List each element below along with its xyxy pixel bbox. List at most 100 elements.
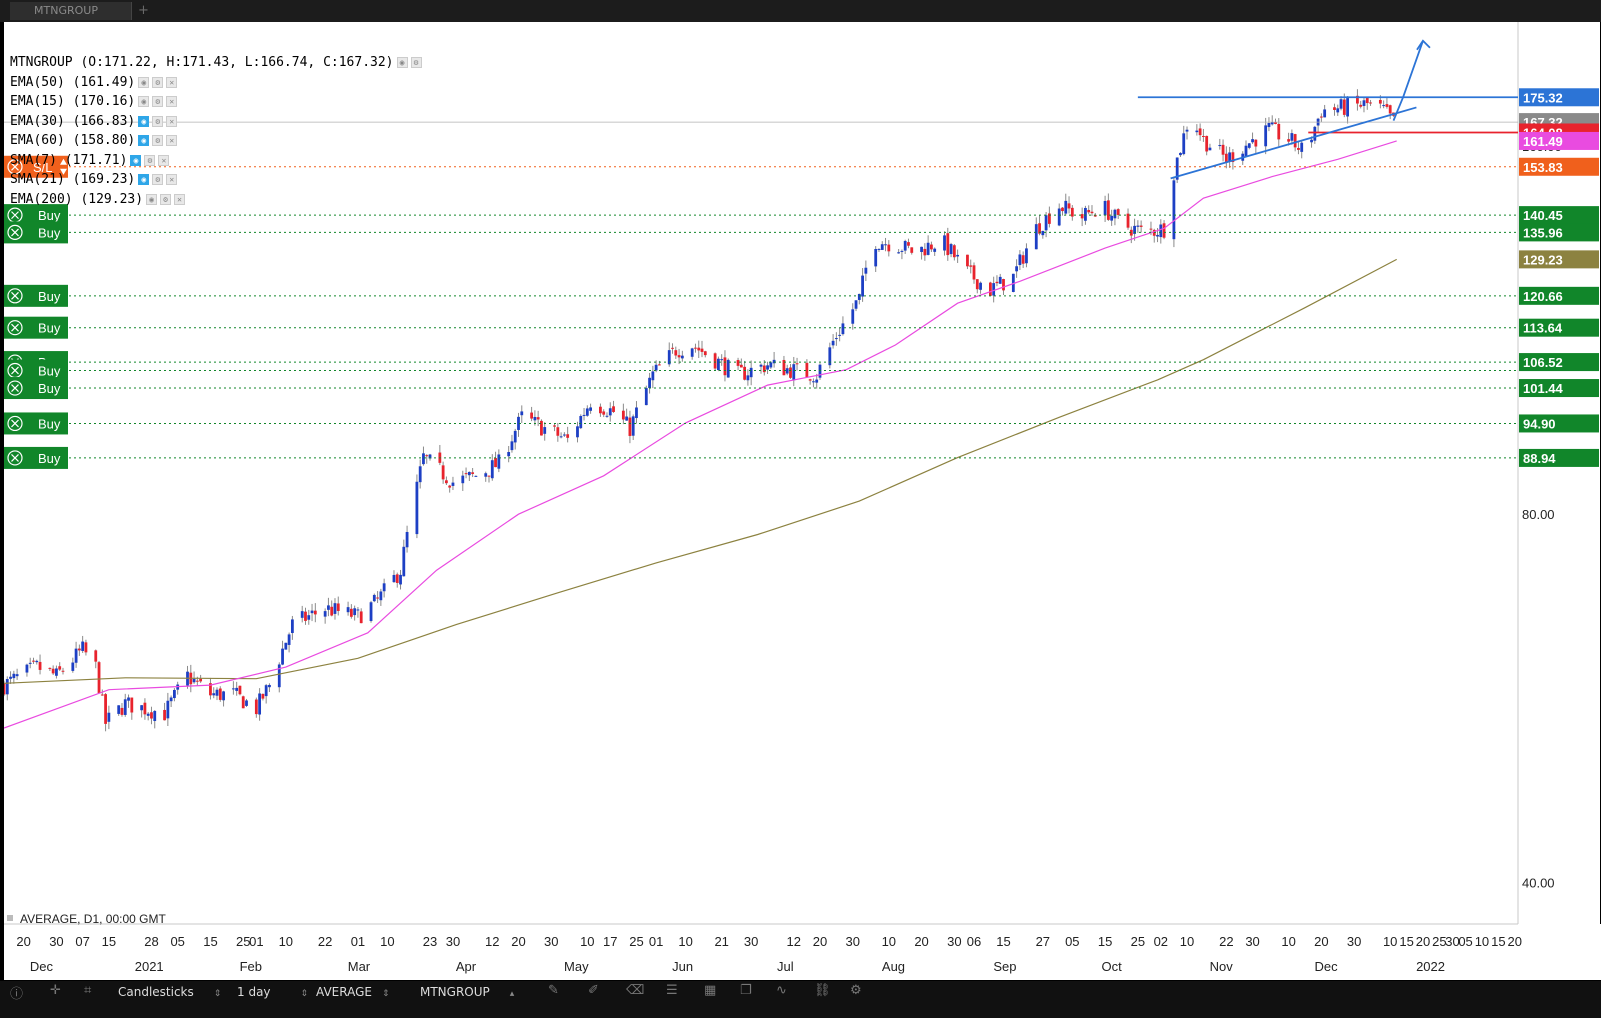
- candle-up: [284, 642, 288, 650]
- eye-icon[interactable]: ◉: [396, 57, 408, 69]
- y-tick-label: 80.00: [1522, 507, 1555, 522]
- x-tick-label: 02: [1154, 934, 1168, 949]
- legend-indicator-row[interactable]: EMA(15) (170.16) ◉ ⚙ ✕: [10, 92, 422, 112]
- legend-indicator-row[interactable]: SMA(7) (171.71) ◉ ⚙ ✕: [10, 151, 422, 171]
- gear-icon[interactable]: ⚙: [160, 193, 172, 205]
- candle-up: [857, 293, 861, 300]
- candle-up: [654, 364, 658, 371]
- candle-up: [792, 364, 796, 381]
- buy-order-tag[interactable]: Buy: [4, 412, 68, 435]
- gear-icon[interactable]: ⚙: [850, 983, 862, 998]
- symbol-select[interactable]: MTNGROUP ▴: [420, 985, 514, 1001]
- price-type-select[interactable]: AVERAGE ⇕: [316, 985, 390, 1001]
- candle-up: [533, 416, 537, 421]
- link-icon[interactable]: ⛓: [814, 983, 831, 998]
- layers-icon[interactable]: ❐: [740, 983, 752, 998]
- gear-icon[interactable]: ⚙: [152, 76, 164, 88]
- chart-type-select[interactable]: Candlesticks ⇕: [118, 985, 221, 1001]
- candle-up: [15, 674, 19, 677]
- crop-icon[interactable]: ⌗: [84, 983, 92, 998]
- eye-icon[interactable]: ◉: [138, 115, 150, 127]
- price-label: 88.94: [1523, 451, 1556, 466]
- candle-up: [943, 235, 946, 251]
- eye-icon[interactable]: ◉: [146, 193, 158, 205]
- candle-down: [1106, 200, 1110, 220]
- buy-order-tag[interactable]: Buy: [4, 284, 68, 307]
- legend-indicator-row[interactable]: EMA(60) (158.80) ◉ ⚙ ✕: [10, 131, 422, 151]
- candle-up: [589, 407, 592, 411]
- gear-icon[interactable]: ⚙: [152, 135, 164, 147]
- stop-loss-tag[interactable]: S/L: [4, 155, 68, 178]
- eye-icon[interactable]: ◉: [138, 174, 150, 186]
- candle-down: [697, 347, 701, 351]
- candle-up: [690, 348, 694, 357]
- candle-up: [353, 608, 357, 616]
- x-tick-label: 10: [279, 934, 293, 949]
- crosshair-icon[interactable]: ✛: [50, 983, 61, 998]
- candle-down: [448, 485, 452, 488]
- timeframe-label: 1 day: [237, 985, 271, 999]
- eye-icon[interactable]: ◉: [138, 96, 150, 108]
- price-chart[interactable]: 40.0080.00160.00BuyBuyBuyBuyBuyBuyBuyBuy…: [4, 22, 1601, 980]
- candle-up: [543, 427, 547, 434]
- x-tick-label: 10: [1281, 934, 1295, 949]
- candle-down: [48, 667, 52, 669]
- indicator-icon[interactable]: ∿: [776, 983, 787, 998]
- gear-icon[interactable]: ⚙: [410, 57, 422, 69]
- x-tick-label: 01: [249, 934, 263, 949]
- tab-mtngroup[interactable]: MTNGROUP: [10, 2, 132, 20]
- candle-down: [566, 434, 570, 438]
- candle-down: [1162, 223, 1166, 238]
- gear-icon[interactable]: ⚙: [152, 174, 164, 186]
- info-icon[interactable]: ⓘ: [10, 987, 24, 1002]
- close-icon[interactable]: ✕: [166, 174, 178, 186]
- candle-up: [215, 689, 219, 696]
- candle-down: [674, 350, 678, 356]
- chart-area[interactable]: 40.0080.00160.00BuyBuyBuyBuyBuyBuyBuyBuy…: [4, 22, 1601, 980]
- pencil-icon[interactable]: ✎: [548, 983, 559, 998]
- candle-up: [146, 713, 150, 716]
- buy-order-tag[interactable]: Buy: [4, 359, 68, 382]
- candle-down: [952, 245, 956, 258]
- legend-indicator-row[interactable]: EMA(50) (161.49) ◉ ⚙ ✕: [10, 73, 422, 93]
- candle-up: [1179, 152, 1182, 156]
- close-icon[interactable]: ✕: [166, 135, 178, 147]
- brush-icon[interactable]: ✐: [588, 983, 599, 998]
- eye-icon[interactable]: ◉: [130, 154, 142, 166]
- gear-icon[interactable]: ⚙: [144, 154, 156, 166]
- timeframe-select[interactable]: 1 day ⇕: [237, 985, 308, 1001]
- buy-order-tag[interactable]: Buy: [4, 204, 68, 227]
- buy-label: Buy: [38, 416, 61, 431]
- gear-icon[interactable]: ⚙: [152, 115, 164, 127]
- eye-icon[interactable]: ◉: [138, 135, 150, 147]
- legend-indicator-row[interactable]: SMA(21) (169.23) ◉ ⚙ ✕: [10, 170, 422, 190]
- plus-icon[interactable]: +: [138, 3, 149, 18]
- candle-down: [395, 574, 399, 583]
- close-icon[interactable]: ✕: [166, 115, 178, 127]
- legend-indicator-row[interactable]: EMA(30) (166.83) ◉ ⚙ ✕: [10, 112, 422, 132]
- legend-symbol-row[interactable]: MTNGROUP (O:171.22, H:171.43, L:166.74, …: [10, 53, 422, 73]
- close-icon[interactable]: ✕: [158, 154, 170, 166]
- candle-up: [1346, 98, 1349, 117]
- price-label: 161.49: [1523, 134, 1563, 149]
- legend-indicator-row[interactable]: EMA(200) (129.23) ◉ ⚙ ✕: [10, 190, 422, 210]
- gear-icon[interactable]: ⚙: [152, 96, 164, 108]
- close-icon[interactable]: ✕: [166, 96, 178, 108]
- close-order-icon: [7, 415, 23, 432]
- eye-icon[interactable]: ◉: [138, 76, 150, 88]
- list-icon[interactable]: ☰: [666, 983, 678, 998]
- legend-label: EMA(200) (129.23): [10, 191, 144, 207]
- candle-down: [359, 611, 363, 624]
- x-tick-label: 10: [580, 934, 594, 949]
- eraser-icon[interactable]: ⌫: [626, 983, 645, 998]
- buy-order-tag[interactable]: Buy: [4, 221, 68, 244]
- candle-down: [536, 417, 540, 420]
- candle-down: [313, 610, 317, 615]
- buy-order-tag[interactable]: Buy: [4, 446, 68, 469]
- close-icon[interactable]: ✕: [166, 76, 178, 88]
- buy-order-tag[interactable]: Buy: [4, 377, 68, 400]
- grid-icon[interactable]: ▦: [704, 983, 717, 998]
- close-icon[interactable]: ✕: [174, 193, 186, 205]
- candle-down: [694, 347, 697, 349]
- buy-order-tag[interactable]: Buy: [4, 316, 68, 339]
